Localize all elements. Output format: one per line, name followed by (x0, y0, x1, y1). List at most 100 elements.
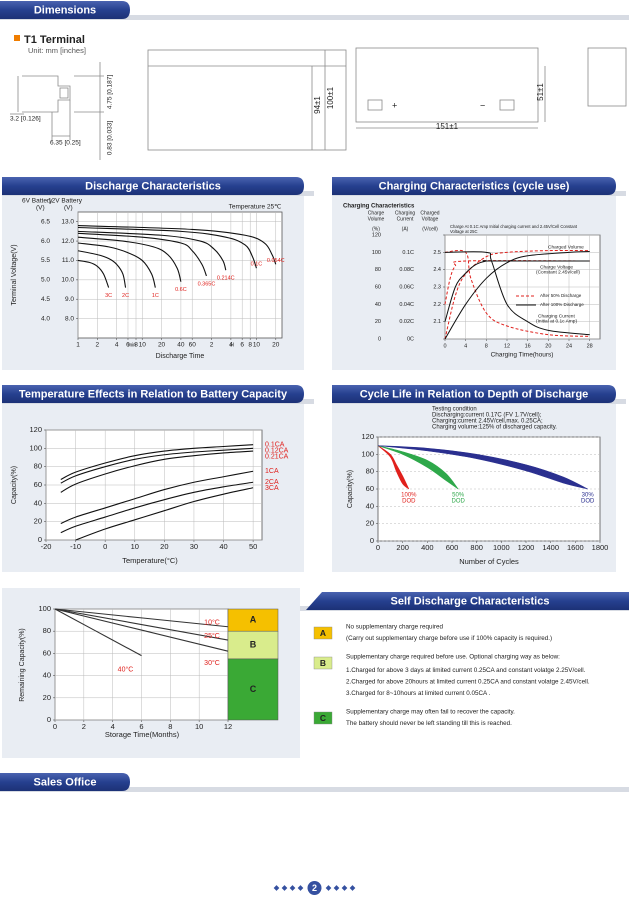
y-tick-label: 100 (38, 604, 51, 613)
dimension-label: 3.2 [0.126] (10, 116, 41, 123)
terminal-title: T1 Terminal (24, 34, 85, 46)
x-axis-title: Discharge Time (156, 353, 205, 360)
x-unit: min (128, 342, 136, 348)
curve-label: 1CA (265, 468, 279, 475)
y-tick-label: 80 (43, 626, 51, 635)
x-tick-label: 10 (195, 722, 203, 731)
dimension-label: 6.35 [0.25] (50, 140, 81, 147)
curve-label: 0.12CA (265, 448, 289, 455)
y-tick-label: 60 (375, 284, 381, 290)
x-axis-title: Temperature(°C) (122, 556, 178, 565)
x-tick-label: 8 (134, 342, 138, 349)
x-tick-label: 20 (160, 542, 168, 551)
y-tick-label: 80 (34, 462, 42, 471)
curve (444, 249, 590, 340)
x-tick-label: 0 (53, 722, 57, 731)
y3-tick-label: 0.08C (399, 267, 414, 273)
note-label: A (320, 628, 326, 638)
section-heading: Dimensions (34, 4, 96, 16)
zone-label: A (250, 614, 257, 624)
x-tick-label: 1000 (493, 543, 510, 552)
curve-label: 0.054C (267, 258, 285, 264)
curve (60, 444, 254, 480)
banner (2, 385, 304, 403)
band-label: 100% (401, 493, 417, 499)
column-header: Charge (368, 210, 385, 216)
curve (54, 608, 229, 628)
y-tick-label: 120 (372, 232, 381, 238)
x-tick-label: 10 (139, 342, 147, 349)
dimension-label: 151±1 (436, 122, 459, 131)
curve (60, 450, 254, 493)
note-text: (Carry out supplementary charge before u… (346, 635, 552, 642)
y3-tick-label: 0.02C (399, 319, 414, 325)
section-heading: Discharge Characteristics (85, 180, 221, 192)
curve (77, 250, 127, 288)
x-tick-label: 1600 (567, 543, 584, 552)
dimension-label: 4.75 [0.187] (107, 75, 114, 110)
curve (444, 251, 590, 336)
x-tick-label: 2 (82, 722, 86, 731)
y-tick-label: 40 (34, 498, 42, 507)
dimension-label: 100±1 (326, 86, 335, 109)
y-tick-label: 20 (43, 693, 51, 702)
y-tick-label: 80 (366, 467, 374, 476)
x-tick-label: 20 (545, 343, 551, 349)
curve-label: 0.1CA (265, 442, 285, 449)
x-tick-label: 0 (103, 542, 107, 551)
y2-tick-label: 2.4 (433, 267, 441, 273)
banner (0, 773, 130, 791)
page-ornament (349, 885, 356, 891)
x-tick-label: 28 (587, 343, 593, 349)
axis-label: 12V Battery (48, 198, 83, 205)
x-tick-label: 60 (189, 342, 197, 349)
x-tick-label: -20 (41, 542, 52, 551)
page-ornament (281, 885, 288, 891)
curve-label: Charge Voltage (540, 264, 573, 270)
x-tick-label: 8 (248, 342, 252, 349)
note-box (313, 656, 333, 670)
dimension-label: 51±1 (536, 83, 545, 101)
band-label: DOD (581, 499, 595, 505)
x-tick-label: 50 (249, 542, 257, 551)
note-text: 2.Charged for above 20hours at limited c… (346, 679, 590, 686)
x-tick-label: 4 (115, 342, 119, 349)
band-label: 50% (452, 493, 465, 499)
curve (444, 260, 590, 322)
curve-label: 10°C (204, 619, 220, 627)
x-tick-label: 4 (464, 343, 467, 349)
y2-tick-label: 4.0 (41, 315, 50, 322)
y-tick-label: 100 (372, 250, 381, 256)
x-axis-title: Charging Time(hours) (491, 352, 554, 359)
x-tick-label: 800 (470, 543, 483, 552)
x-tick-label: 8 (168, 722, 172, 731)
legend-label: After 100% Discharge (540, 302, 584, 307)
y-axis-title: Terminal Voltage(V) (11, 244, 18, 305)
y-tick-label: 40 (366, 501, 374, 510)
curve-label: 2C (122, 293, 129, 299)
y-axis-title: Capacity(%) (11, 466, 18, 504)
y2-tick-label: 2.3 (433, 284, 441, 290)
x-tick-label: 20 (158, 342, 166, 349)
page-ornament (289, 885, 296, 891)
x-tick-label: -10 (70, 542, 81, 551)
x-tick-label: 10 (253, 342, 261, 349)
curve (77, 226, 257, 269)
y2-tick-label: 2.2 (433, 302, 441, 308)
note-text: 3.Charged for 8~10hours at limited curre… (346, 690, 491, 697)
banner (2, 177, 304, 195)
note: Temperature 25℃ (229, 204, 283, 211)
banner-rule (0, 15, 629, 20)
note-box (313, 626, 333, 640)
note-text: Supplementary charge may often fail to r… (346, 709, 515, 716)
y2-tick-label: 2.5 (433, 250, 441, 256)
column-header: Voltage (422, 216, 439, 222)
section-heading: Sales Office (34, 776, 97, 788)
note: Voltage at 25C (450, 229, 477, 234)
band (378, 445, 409, 489)
zone (227, 630, 279, 660)
y-tick-label: 60 (34, 480, 42, 489)
curve-label: 0.1C (251, 262, 263, 268)
curve (77, 232, 207, 277)
curve-label: (Constant 2.45v/cell) (536, 269, 580, 275)
